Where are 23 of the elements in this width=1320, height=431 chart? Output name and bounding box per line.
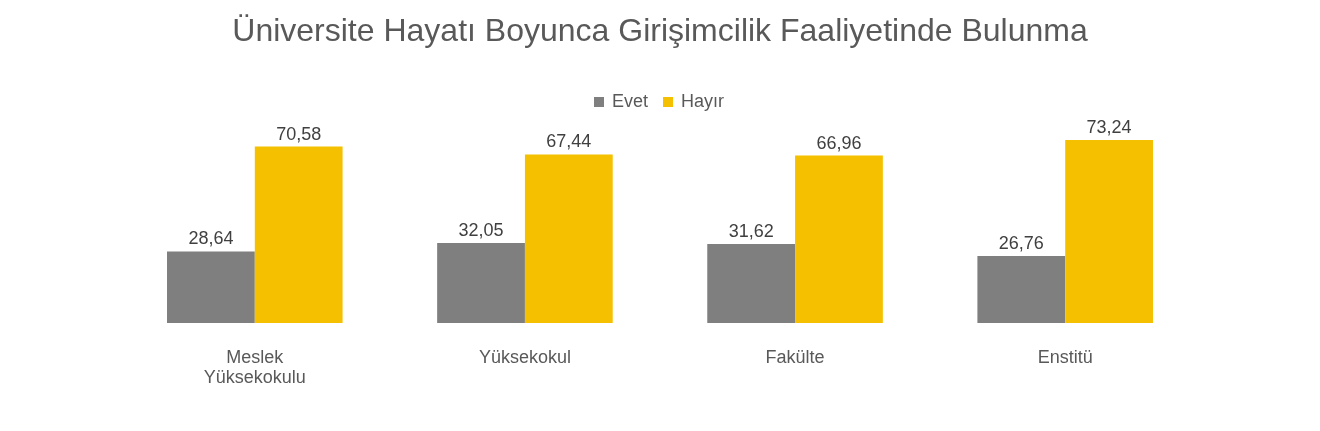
data-label: 70,58 [276, 123, 322, 144]
x-tick-label: Meslek Yüksekokulu [203, 346, 306, 387]
x-tick-label: Fakülte [765, 346, 825, 367]
legend-label: Hayır [681, 91, 725, 111]
data-label: 31,62 [728, 220, 774, 241]
data-label: 28,64 [188, 228, 234, 249]
data-label: 32,05 [458, 219, 504, 240]
x-tick-label: Yüksekokul [478, 346, 571, 367]
legend-label: Evet [612, 91, 649, 111]
bar [1065, 139, 1153, 323]
data-label: 73,24 [1086, 116, 1132, 137]
data-label: 67,44 [546, 131, 592, 152]
data-label: 26,76 [998, 233, 1044, 254]
bar [167, 251, 255, 323]
bar [795, 155, 883, 323]
chart-title: Üniversite Hayatı Boyunca Girişimcilik Faaliyetinde Bulunma [232, 12, 1088, 48]
bar [524, 154, 613, 323]
bar [437, 242, 525, 323]
data-label: 66,96 [816, 132, 862, 153]
bar [977, 256, 1066, 323]
bar [707, 243, 796, 323]
x-tick-label: Enstitü [1037, 346, 1093, 367]
bar [254, 146, 343, 323]
